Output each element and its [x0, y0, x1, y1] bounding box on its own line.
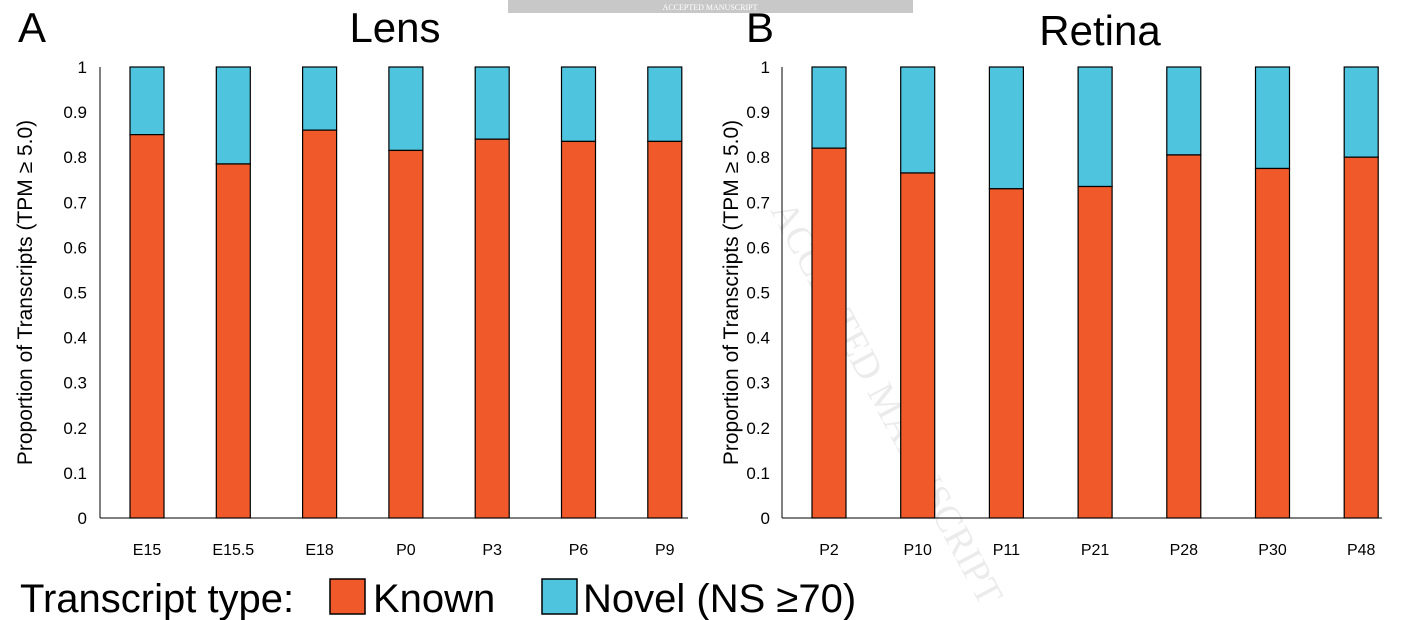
bar-known	[215, 163, 251, 519]
legend: Transcript type: Known Novel (NS ≥70)	[20, 577, 856, 620]
bar-known	[129, 134, 165, 519]
panel-lens: A Lens Proportion of Transcripts (TPM ≥ 5.…	[14, 4, 688, 559]
legend-swatch-novel	[541, 578, 578, 615]
bar-novel	[129, 66, 165, 136]
bar-known	[1343, 156, 1379, 519]
x-tick-label: E18	[305, 542, 334, 559]
y-tick-label: 0.7	[63, 193, 87, 212]
bar-known	[811, 147, 847, 519]
y-tick-label: 1	[78, 58, 87, 77]
bar-known	[1254, 167, 1291, 519]
x-tick-label: P48	[1347, 542, 1376, 559]
bar-known	[900, 172, 936, 519]
x-tick-label: E15	[133, 542, 162, 559]
y-tick-label: 0.5	[746, 284, 770, 303]
x-tick-label: P28	[1170, 542, 1199, 559]
y-tick-label: 0.2	[63, 419, 87, 438]
legend-swatch-known	[329, 578, 366, 615]
banner-bar	[508, 0, 913, 13]
y-tick-label: 0	[78, 509, 87, 528]
y-tick-label: 0.6	[746, 238, 770, 257]
bar-novel	[1077, 66, 1113, 188]
y-axis-label: Proportion of Transcripts (TPM ≥ 5.0)	[14, 120, 37, 465]
bar-novel	[1343, 66, 1379, 158]
panel-label: A	[18, 4, 46, 51]
y-tick-label: 0.3	[746, 374, 770, 393]
panel-label: B	[746, 4, 774, 51]
bar-novel	[900, 66, 936, 174]
bar-novel	[302, 66, 338, 131]
x-tick-label: P6	[569, 542, 589, 559]
chart-title: Lens	[349, 4, 440, 51]
x-tick-label: P30	[1258, 542, 1287, 559]
watermark-text: ACCEPTED MANUSCRIPT	[762, 195, 1011, 613]
x-tick-label: P3	[482, 542, 502, 559]
bar-novel	[560, 66, 597, 143]
y-tick-label: 0.4	[746, 329, 770, 348]
bar-novel	[388, 66, 424, 152]
bar-novel	[811, 66, 847, 149]
bar-known	[647, 140, 683, 519]
y-tick-label: 0.9	[746, 103, 770, 122]
y-tick-label: 0.9	[63, 103, 87, 122]
x-tick-label: P9	[655, 542, 675, 559]
banner-text: ACCEPTED MANUSCRIPT	[663, 3, 758, 12]
bar-novel	[474, 66, 510, 140]
bar-novel	[1166, 66, 1202, 156]
bar-novel	[647, 66, 683, 143]
bar-known	[1077, 185, 1113, 519]
bar-known	[302, 129, 338, 519]
y-tick-label: 0	[761, 509, 770, 528]
y-tick-label: 0.8	[746, 148, 770, 167]
y-tick-label: 0.6	[63, 238, 87, 257]
y-axis-label: Proportion of Transcripts (TPM ≥ 5.0)	[720, 120, 743, 465]
bar-known	[560, 140, 597, 519]
x-tick-label: P11	[993, 542, 1020, 559]
legend-label-known: Known	[373, 577, 495, 620]
y-tick-label: 0.8	[63, 148, 87, 167]
x-tick-label: P0	[396, 542, 416, 559]
bar-known	[988, 188, 1025, 519]
legend-label-novel: Novel (NS ≥70)	[583, 577, 856, 620]
panel-retina: B Retina Proportion of Transcripts (TPM ≥ …	[720, 4, 1382, 559]
bar-novel	[988, 66, 1025, 190]
bar-known	[1166, 154, 1202, 519]
x-tick-label: P10	[903, 542, 932, 559]
y-tick-label: 0.3	[63, 374, 87, 393]
bar-known	[388, 149, 424, 519]
y-tick-label: 0.1	[63, 464, 87, 483]
legend-title: Transcript type:	[20, 577, 294, 620]
bar-known	[474, 138, 510, 519]
y-tick-label: 0.1	[746, 464, 770, 483]
x-tick-label: P2	[819, 542, 839, 559]
y-tick-label: 0.4	[63, 329, 87, 348]
y-tick-label: 0.5	[63, 284, 87, 303]
y-tick-label: 0.7	[746, 193, 770, 212]
bar-novel	[215, 66, 251, 165]
y-tick-label: 0.2	[746, 419, 770, 438]
x-tick-label: P21	[1081, 542, 1110, 559]
chart-title: Retina	[1039, 7, 1161, 54]
x-tick-label: E15.5	[212, 542, 254, 559]
y-tick-label: 1	[761, 58, 770, 77]
bar-novel	[1254, 66, 1291, 170]
